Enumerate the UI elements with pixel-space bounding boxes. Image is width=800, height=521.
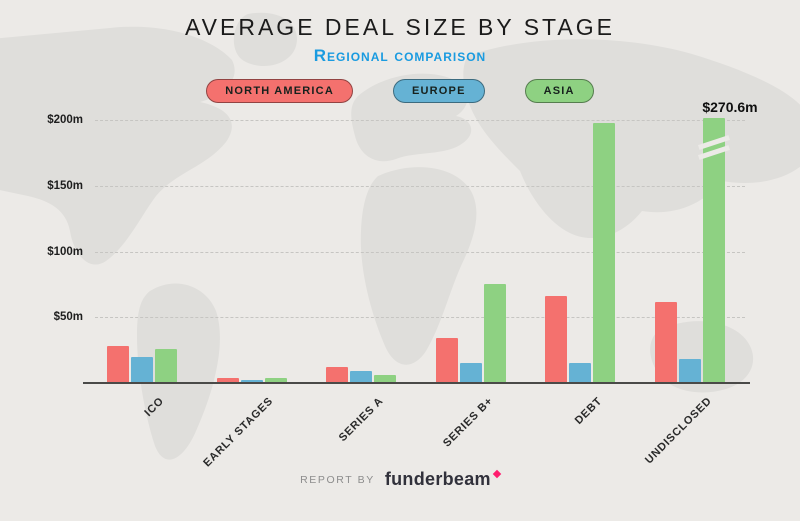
bar-europe [459, 363, 482, 383]
bar-europe [350, 371, 373, 383]
gridline: $150m [47, 180, 745, 192]
bar-north-america [326, 367, 349, 383]
gridline: $50m [54, 311, 745, 323]
bar-europe [569, 363, 592, 383]
funderbeam-wordmark: funderbeam [384, 469, 491, 489]
bar-asia [374, 375, 397, 383]
bar-group-early-stages: EARLY STAGES [202, 377, 287, 469]
footer: REPORT BY funderbeam [0, 469, 800, 490]
chart-title: AVERAGE DEAL SIZE BY STAGE [185, 14, 615, 40]
bar-north-america [107, 346, 129, 383]
bar-north-america [435, 338, 458, 383]
bar-north-america [545, 296, 568, 383]
gridline: $100m [47, 246, 745, 258]
legend-item-europe: EUROPE [392, 79, 485, 103]
bar-asia [593, 122, 616, 383]
chart-header: AVERAGE DEAL SIZE BY STAGE Regional comp… [0, 14, 800, 66]
chart-subtitle: Regional comparison [313, 46, 487, 65]
bar-europe [678, 359, 701, 383]
y-axis-tick-label: $150m [47, 179, 83, 192]
bar-group-series-b-: SERIES B+ [435, 284, 506, 449]
bar-asia [483, 284, 506, 383]
bar-europe [240, 380, 263, 383]
bar-asia [697, 118, 730, 383]
legend: NORTH AMERICA EUROPE ASIA [0, 79, 800, 103]
gridline: $200m [47, 114, 745, 126]
bar-asia [264, 377, 287, 383]
bar-group-series-a: SERIES A [326, 367, 397, 444]
bar-groups: ICO EARLY STAGES SERIES A SERIES B+ DEBT UNDI… [95, 118, 745, 469]
report-by-label: REPORT BY [300, 473, 375, 486]
bar-asia [155, 348, 177, 383]
value-annotation: $270.6m [702, 99, 758, 115]
bar-group-ico: ICO [107, 346, 177, 419]
bar-group-debt: DEBT [545, 122, 616, 427]
bar-group-undisclosed: UNDISCLOSED [643, 118, 730, 466]
y-axis-tick-label: $200m [47, 114, 83, 126]
legend-item-asia: ASIA [524, 79, 594, 103]
x-axis-baseline [83, 382, 750, 384]
y-axis-tick-label: $100m [47, 245, 83, 258]
funderbeam-diamond-icon [492, 469, 502, 479]
legend-item-north-america: NORTH AMERICA [206, 79, 353, 103]
funderbeam-logo: funderbeam [384, 469, 502, 490]
bar-europe [131, 356, 153, 383]
bar-north-america [216, 377, 239, 383]
bar-north-america [654, 301, 677, 383]
plot-area: $200m $150m $100m $50m ICO EARLY STAGES SERIES… [47, 114, 750, 469]
y-axis-tick-label: $50m [53, 311, 83, 324]
